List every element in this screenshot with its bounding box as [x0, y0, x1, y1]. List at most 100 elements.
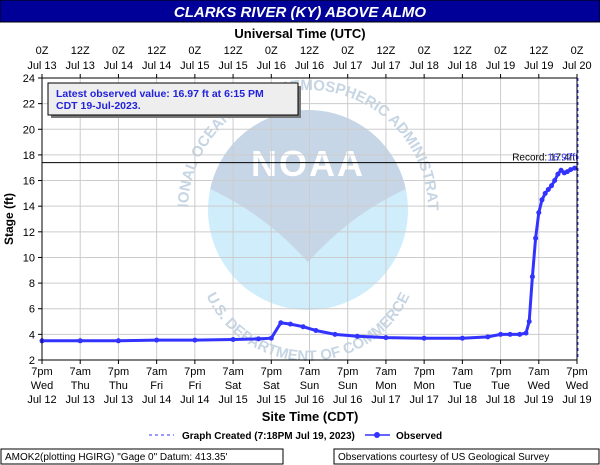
local-tick-date: Jul 13 — [104, 394, 133, 406]
observed-point — [485, 334, 491, 340]
observed-point — [568, 167, 574, 173]
local-tick-day: Sat — [263, 380, 280, 392]
utc-tick-hour: 0Z — [36, 45, 49, 57]
local-tick-hour: 7am — [528, 366, 549, 378]
record-stage-label: Record: 17.4ft — [512, 153, 575, 164]
utc-tick-date: Jul 16 — [257, 60, 286, 72]
utc-tick-hour: 12Z — [300, 45, 319, 57]
observed-point — [154, 337, 160, 343]
utc-tick-hour: 0Z — [341, 45, 354, 57]
utc-tick-hour: 0Z — [265, 45, 278, 57]
observed-point — [545, 187, 551, 192]
local-tick-hour: 7pm — [31, 366, 52, 378]
observed-point — [115, 338, 121, 344]
local-tick-hour: 7am — [146, 366, 167, 378]
utc-tick-date: Jul 15 — [218, 60, 247, 72]
local-axis-ticks: 7pm Wed Jul 12 7am Thu Jul 13 7pm Thu Jul 13 7am F… — [27, 360, 592, 406]
observed-point — [549, 183, 554, 189]
bottom-axis-title: Site Time (CDT) — [262, 409, 359, 424]
local-tick-date: Jul 17 — [371, 394, 400, 406]
local-tick-day: Tue — [491, 380, 510, 392]
footer-datum-box — [0, 448, 284, 465]
local-tick-date: Jul 15 — [218, 394, 247, 406]
observed-point — [529, 274, 535, 280]
local-tick-date: Jul 19 — [562, 394, 591, 406]
local-tick-day: Thu — [109, 380, 128, 392]
utc-tick-hour: 12Z — [453, 45, 472, 57]
y-tick-label: 6 — [29, 304, 35, 316]
local-tick-date: Jul 12 — [27, 394, 56, 406]
observed-point — [313, 328, 319, 333]
title-bar — [0, 0, 600, 23]
utc-tick-hour: 12Z — [147, 45, 166, 57]
utc-tick-date: Jul 17 — [371, 60, 400, 72]
local-tick-date: Jul 16 — [295, 394, 324, 406]
utc-tick-date: Jul 13 — [27, 60, 56, 72]
y-tick-label: 20 — [23, 124, 35, 136]
local-tick-hour: 7am — [222, 366, 243, 378]
footer-datum-text: AMOK2(plotting HGIRG) "Gage 0" Datum: 41… — [5, 452, 228, 463]
local-tick-hour: 7pm — [337, 366, 358, 378]
latest-box-panel — [47, 82, 299, 116]
local-tick-date: Jul 16 — [333, 394, 362, 406]
utc-tick-hour: 0Z — [418, 45, 431, 57]
observed-point — [300, 324, 306, 330]
local-tick-hour: 7pm — [108, 366, 129, 378]
local-tick-hour: 7am — [70, 366, 91, 378]
observed-point — [533, 235, 539, 241]
footer-source-text: Observations courtesy of US Geological S… — [338, 452, 549, 463]
utc-tick-hour: 12Z — [529, 45, 548, 57]
y-tick-label: 22 — [23, 99, 35, 111]
latest-value-line2: CDT 19-Jul-2023. — [56, 100, 141, 112]
latest-value-line1: Latest observed value: 16.97 ft at 6:15 … — [56, 88, 264, 100]
latest-value-overlay-label: 16.97ft — [547, 153, 578, 164]
chart-title: CLARKS RIVER (KY) ABOVE ALMO — [174, 4, 427, 21]
top-axis-title: Universal Time (UTC) — [234, 26, 365, 41]
local-tick-hour: 7pm — [184, 366, 205, 378]
local-tick-hour: 7pm — [413, 366, 434, 378]
observed-point — [332, 331, 338, 337]
observed-point — [542, 190, 548, 196]
utc-axis-ticks: 0Z Jul 13 12Z Jul 13 0Z Jul 14 12Z Jul 14 0Z Jul … — [27, 45, 592, 78]
utc-tick-date: Jul 19 — [486, 60, 515, 72]
observed-point — [354, 333, 360, 339]
utc-tick-hour: 12Z — [224, 45, 243, 57]
utc-tick-date: Jul 17 — [333, 60, 362, 72]
observed-point — [287, 321, 293, 327]
local-tick-day: Wed — [31, 380, 53, 392]
utc-tick-hour: 0Z — [188, 45, 201, 57]
local-tick-date: Jul 17 — [409, 394, 438, 406]
y-tick-label: 14 — [23, 201, 35, 213]
legend-observed-marker — [374, 432, 380, 438]
local-tick-date: Jul 18 — [448, 394, 477, 406]
local-tick-date: Jul 14 — [142, 394, 171, 406]
observed-point — [526, 319, 532, 324]
local-tick-hour: 7pm — [261, 366, 282, 378]
observed-point — [507, 331, 513, 337]
local-tick-day: Fri — [188, 380, 201, 392]
y-tick-label: 8 — [29, 278, 35, 290]
utc-tick-date: Jul 20 — [562, 60, 591, 72]
local-tick-day: Sun — [300, 380, 320, 392]
local-tick-day: Thu — [71, 380, 90, 392]
local-tick-date: Jul 13 — [66, 394, 95, 406]
observed-series — [39, 165, 578, 344]
local-tick-day: Tue — [453, 380, 472, 392]
utc-tick-hour: 0Z — [571, 45, 584, 57]
local-tick-date: Jul 14 — [180, 394, 209, 406]
local-tick-hour: 7am — [299, 366, 320, 378]
utc-tick-hour: 12Z — [376, 45, 395, 57]
observed-point — [572, 165, 578, 171]
watermark-noaa-letters: NOAA — [251, 143, 365, 184]
local-tick-hour: 7pm — [566, 366, 587, 378]
y-tick-label: 16 — [23, 176, 35, 188]
y-tick-label: 24 — [23, 73, 35, 85]
y-tick-label: 18 — [23, 150, 35, 162]
local-tick-date: Jul 18 — [486, 394, 515, 406]
observed-point — [498, 331, 504, 337]
local-tick-day: Wed — [566, 380, 588, 392]
local-tick-hour: 7am — [452, 366, 473, 378]
